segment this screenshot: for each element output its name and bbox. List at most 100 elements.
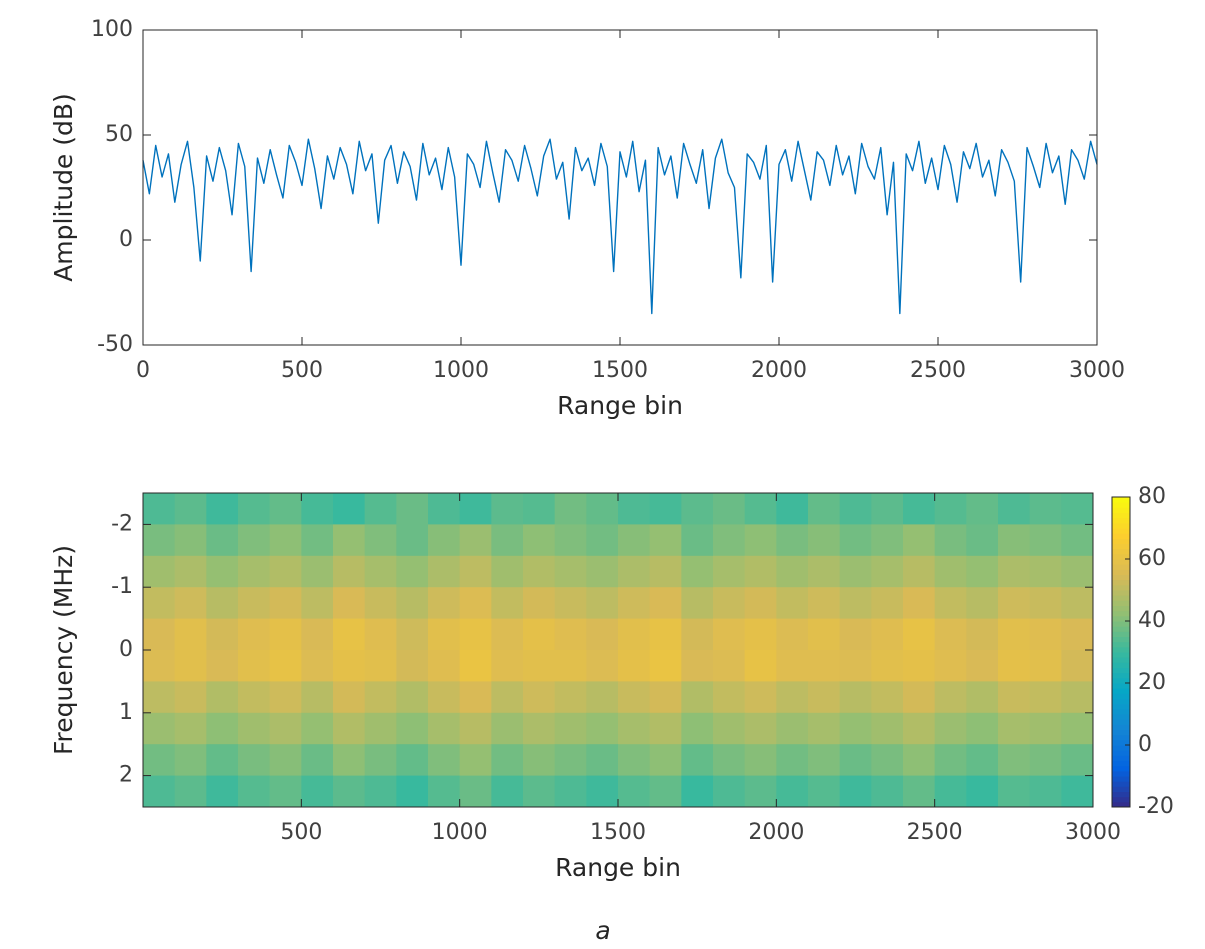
heatmap-cell xyxy=(491,524,524,557)
heatmap-cell xyxy=(301,555,334,588)
heatmap-cell xyxy=(206,618,239,651)
colorbar-swatch xyxy=(1112,791,1130,798)
heatmap-cell xyxy=(396,555,429,588)
colorbar-swatch xyxy=(1112,631,1130,637)
colorbar-swatch xyxy=(1112,677,1130,684)
x-tick-label: 2000 xyxy=(751,358,807,383)
heatmap-cell xyxy=(934,587,967,620)
colorbar-swatch xyxy=(1112,688,1130,694)
colorbar-swatch xyxy=(1112,564,1130,570)
colorbar-swatch xyxy=(1112,745,1130,751)
colorbar-swatch xyxy=(1112,755,1130,761)
heatmap-cell xyxy=(903,587,936,620)
heatmap-cell xyxy=(681,524,714,557)
heatmap-cell xyxy=(839,493,872,525)
colorbar-swatch xyxy=(1112,729,1130,736)
x-tick-label: 0 xyxy=(136,358,150,383)
heatmap-cell xyxy=(1061,618,1094,651)
heatmap-cell xyxy=(174,650,207,682)
heatmap-cell xyxy=(206,650,239,682)
heatmap-cell xyxy=(998,493,1031,525)
colorbar-swatch xyxy=(1112,646,1130,653)
colorbar-swatch xyxy=(1112,584,1130,591)
heatmap-cell xyxy=(174,775,207,808)
heatmap-cell xyxy=(776,555,809,588)
colorbar-swatch xyxy=(1112,801,1130,808)
heatmap-cell xyxy=(776,493,809,525)
heatmap-cell xyxy=(586,681,619,714)
colorbar-swatch xyxy=(1112,574,1130,581)
heatmap-cell xyxy=(269,650,302,682)
heatmap-cell xyxy=(1061,650,1094,682)
heatmap-cell xyxy=(808,681,841,714)
heatmap-cell xyxy=(364,744,397,777)
colorbar-swatch xyxy=(1112,796,1130,803)
heatmap-cell xyxy=(934,681,967,714)
heatmap-cell xyxy=(459,587,492,620)
heatmap-cell xyxy=(428,618,461,651)
axes-box xyxy=(142,492,1094,808)
heatmap-cell xyxy=(871,775,904,808)
heatmap-cell xyxy=(966,712,999,745)
x-tick-label: 3000 xyxy=(1069,358,1125,383)
heatmap-cell xyxy=(206,493,239,525)
heatmap-cell xyxy=(491,681,524,714)
heatmap-cell xyxy=(174,712,207,745)
colorbar-box xyxy=(1111,496,1131,808)
heatmap-cell xyxy=(871,618,904,651)
heatmap-cell xyxy=(966,555,999,588)
heatmap-cell xyxy=(713,524,746,557)
heatmap-cell xyxy=(903,493,936,525)
heatmap-cell xyxy=(301,524,334,557)
x-axis-label: Range bin xyxy=(557,391,683,420)
colorbar-swatch xyxy=(1112,610,1130,617)
heatmap-cell xyxy=(776,650,809,682)
heatmap-cell xyxy=(301,493,334,525)
colorbar-tick-label: 60 xyxy=(1138,546,1166,571)
heatmap-cell xyxy=(966,587,999,620)
colorbar-swatch xyxy=(1112,770,1130,777)
heatmap-cell xyxy=(143,618,176,651)
heatmap-cell xyxy=(934,524,967,557)
x-tick-label: 2500 xyxy=(907,820,963,845)
heatmap-cell xyxy=(1061,524,1094,557)
heatmap-cell xyxy=(459,775,492,808)
heatmap-cell xyxy=(934,555,967,588)
heatmap-cell xyxy=(681,712,714,745)
colorbar-swatch xyxy=(1112,750,1130,756)
heatmap-cell xyxy=(554,712,587,745)
heatmap-cell xyxy=(269,775,302,808)
heatmap-cell xyxy=(903,618,936,651)
heatmap-cell xyxy=(174,587,207,620)
heatmap-cell xyxy=(174,493,207,525)
colorbar-swatch xyxy=(1112,698,1130,705)
heatmap-cell xyxy=(998,681,1031,714)
colorbar-swatch xyxy=(1112,579,1130,586)
heatmap-cell xyxy=(586,744,619,777)
heatmap-cell xyxy=(269,493,302,525)
heatmap-cell xyxy=(206,681,239,714)
colorbar-swatch xyxy=(1112,657,1130,663)
heatmap-cell xyxy=(491,744,524,777)
heatmap-cell xyxy=(238,555,271,588)
heatmap-cell xyxy=(238,587,271,620)
colorbar-swatch xyxy=(1112,605,1130,612)
heatmap-cell xyxy=(269,524,302,557)
heatmap-cell xyxy=(459,681,492,714)
colorbar-swatch xyxy=(1112,502,1130,508)
heatmap-cell xyxy=(396,775,429,808)
heatmap-cell xyxy=(206,712,239,745)
heatmap-cell xyxy=(206,555,239,588)
heatmap-cell xyxy=(364,555,397,588)
colorbar-swatch xyxy=(1112,548,1130,555)
heatmap-cell xyxy=(364,587,397,620)
x-tick-label: 2000 xyxy=(748,820,804,845)
colorbar-swatch xyxy=(1112,765,1130,772)
colorbar-swatch xyxy=(1112,621,1130,627)
heatmap-cell xyxy=(523,555,556,588)
heatmap-cell xyxy=(744,712,777,745)
heatmap-cell xyxy=(333,524,366,557)
heatmap-cell xyxy=(459,744,492,777)
colorbar-tick-label: 80 xyxy=(1138,484,1166,509)
